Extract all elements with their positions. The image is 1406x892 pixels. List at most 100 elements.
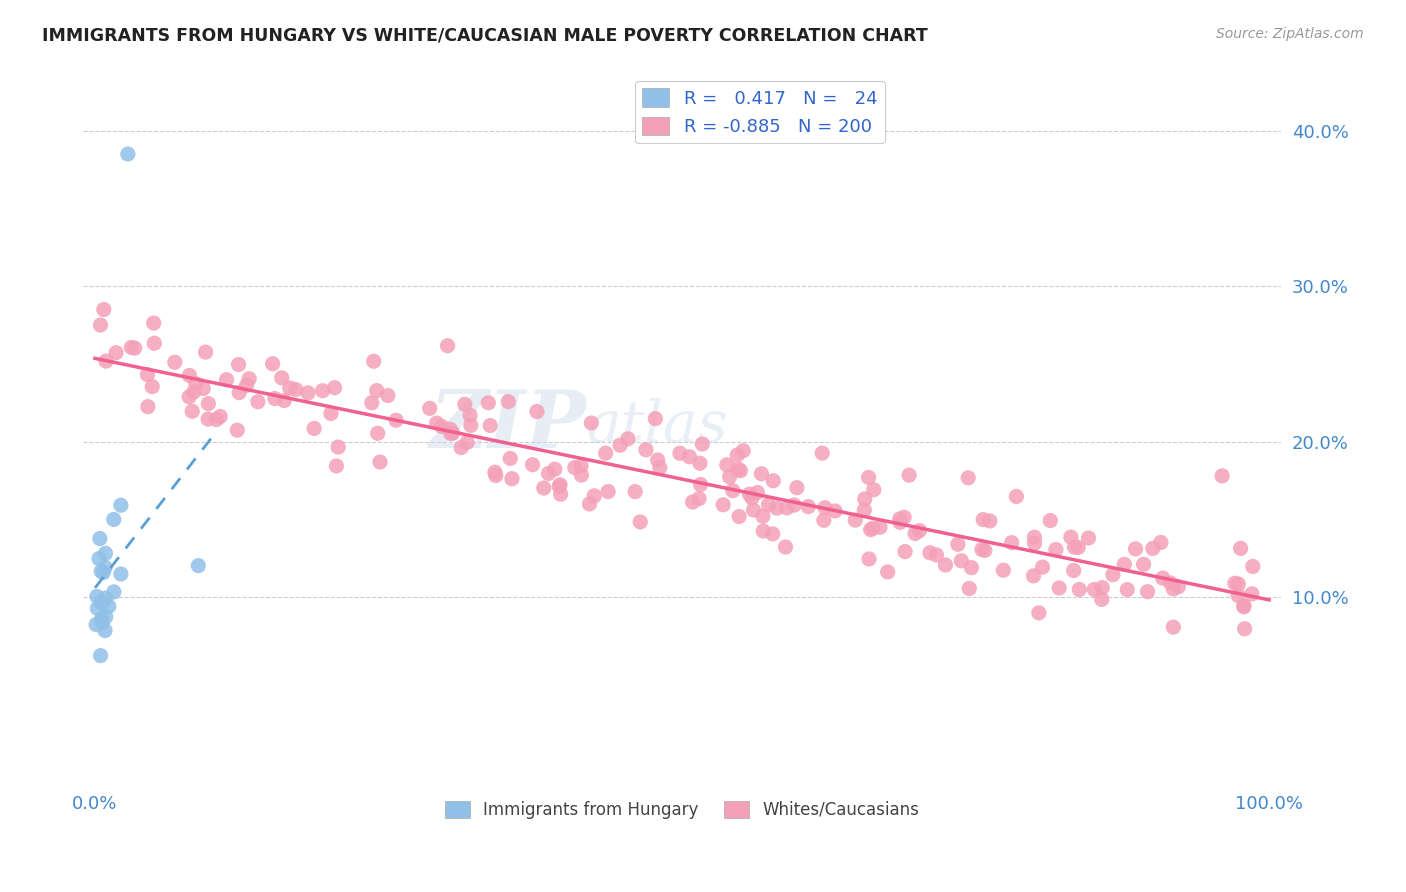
Point <box>634 442 657 457</box>
Point <box>1047 581 1070 595</box>
Point <box>485 468 508 483</box>
Text: IMMIGRANTS FROM HUNGARY VS WHITE/CAUCASIAN MALE POVERTY CORRELATION CHART: IMMIGRANTS FROM HUNGARY VS WHITE/CAUCASI… <box>42 27 928 45</box>
Point <box>1091 592 1114 607</box>
Point <box>1069 582 1091 597</box>
Point <box>894 544 917 558</box>
Point <box>302 421 325 435</box>
Point <box>1083 582 1105 597</box>
Point <box>578 497 600 511</box>
Point <box>90 564 112 578</box>
Point <box>814 500 837 515</box>
Point <box>278 381 301 395</box>
Point <box>136 368 159 382</box>
Point <box>862 483 884 497</box>
Point <box>142 316 165 330</box>
Point <box>120 340 142 354</box>
Point <box>718 470 741 484</box>
Point <box>419 401 441 416</box>
Point <box>730 464 752 478</box>
Point <box>908 524 931 538</box>
Point <box>311 384 333 398</box>
Point <box>946 537 969 551</box>
Point <box>727 462 749 476</box>
Point <box>904 526 927 541</box>
Point <box>205 412 228 426</box>
Point <box>499 451 522 466</box>
Point <box>648 460 671 475</box>
Point <box>94 610 117 624</box>
Point <box>893 510 915 524</box>
Point <box>228 358 250 372</box>
Point <box>571 468 593 483</box>
Point <box>197 397 219 411</box>
Point <box>136 400 159 414</box>
Point <box>689 477 711 491</box>
Point <box>972 513 994 527</box>
Point <box>94 546 117 560</box>
Point <box>786 481 808 495</box>
Point <box>741 491 763 505</box>
Point <box>1060 530 1083 544</box>
Point <box>1167 580 1189 594</box>
Point <box>762 474 785 488</box>
Point <box>1229 541 1251 556</box>
Point <box>747 485 769 500</box>
Point <box>876 565 898 579</box>
Point <box>94 354 117 368</box>
Point <box>90 612 112 626</box>
Point <box>430 419 453 434</box>
Point <box>143 336 166 351</box>
Point <box>853 503 876 517</box>
Point <box>323 381 346 395</box>
Point <box>925 548 948 562</box>
Point <box>564 460 586 475</box>
Point <box>284 383 307 397</box>
Point <box>183 384 205 399</box>
Point <box>479 418 502 433</box>
Point <box>783 498 806 512</box>
Point <box>1150 535 1173 549</box>
Point <box>84 617 107 632</box>
Point <box>90 596 112 610</box>
Point <box>194 345 217 359</box>
Point <box>141 379 163 393</box>
Point <box>360 396 382 410</box>
Point <box>758 498 780 512</box>
Point <box>187 558 209 573</box>
Point <box>957 471 980 485</box>
Point <box>228 385 250 400</box>
Point <box>181 404 204 418</box>
Point <box>1142 541 1164 556</box>
Point <box>1163 620 1185 634</box>
Point <box>844 513 866 527</box>
Point <box>550 487 572 501</box>
Point <box>811 446 834 460</box>
Point <box>89 532 111 546</box>
Point <box>319 407 342 421</box>
Point <box>537 467 560 481</box>
Point <box>440 426 463 441</box>
Point <box>1032 560 1054 574</box>
Point <box>581 416 603 430</box>
Point <box>1136 584 1159 599</box>
Point <box>1233 622 1256 636</box>
Point <box>1063 540 1085 554</box>
Point <box>1067 541 1090 555</box>
Point <box>163 355 186 369</box>
Point <box>889 516 911 530</box>
Point <box>1233 599 1256 613</box>
Point <box>436 339 458 353</box>
Point <box>918 546 941 560</box>
Point <box>94 624 117 638</box>
Point <box>103 585 125 599</box>
Point <box>797 500 820 514</box>
Point <box>441 425 464 440</box>
Point <box>484 465 506 479</box>
Point <box>862 521 884 535</box>
Point <box>90 595 112 609</box>
Point <box>91 615 114 630</box>
Point <box>742 503 765 517</box>
Point <box>733 443 755 458</box>
Point <box>367 426 389 441</box>
Point <box>1024 530 1046 544</box>
